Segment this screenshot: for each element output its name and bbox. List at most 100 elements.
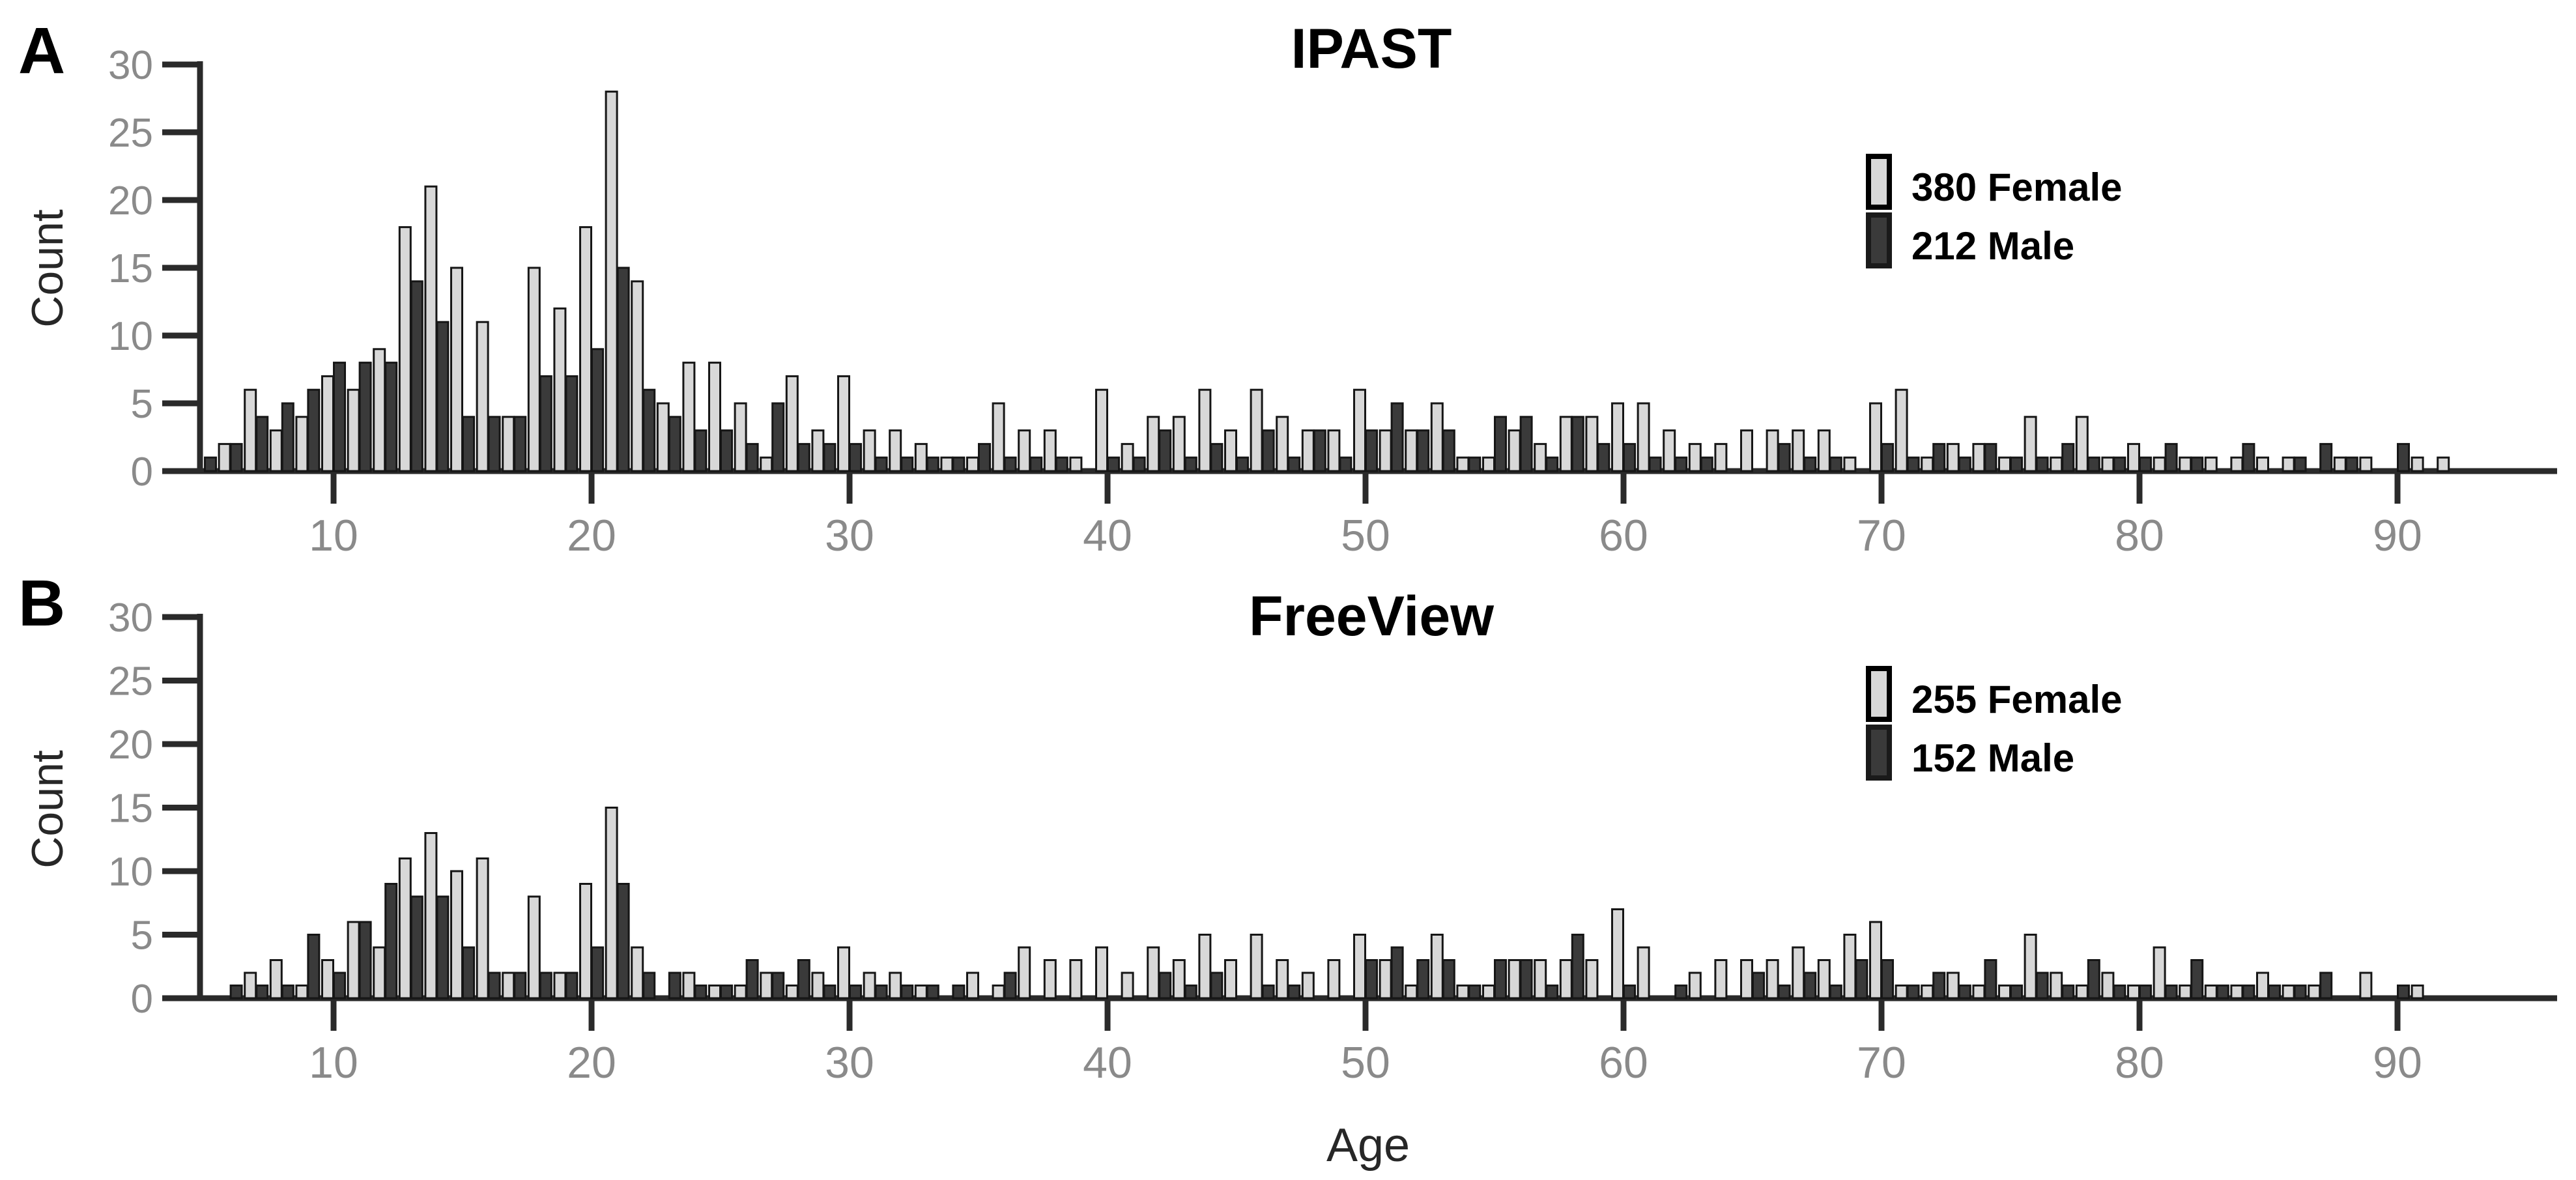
female-bar bbox=[2437, 456, 2450, 472]
male-bar bbox=[1519, 416, 1533, 472]
male-bar bbox=[1442, 429, 1455, 472]
x-tick-label: 30 bbox=[825, 511, 874, 560]
male-bar bbox=[2397, 985, 2410, 1000]
male-bar bbox=[2035, 456, 2049, 472]
male-bar bbox=[1623, 985, 1636, 1000]
male-bar bbox=[2061, 985, 2075, 1000]
female-bar bbox=[1792, 946, 1805, 1000]
female-bar bbox=[1405, 429, 1418, 472]
female-bar bbox=[1766, 429, 1779, 472]
y-tick-label: 5 bbox=[131, 914, 153, 958]
male-bar bbox=[1932, 971, 1946, 1000]
male-bar bbox=[1803, 971, 1817, 1000]
female-bar bbox=[1921, 456, 1934, 472]
female-bar bbox=[1817, 429, 1831, 472]
female-bar bbox=[2204, 456, 2218, 472]
female-bar bbox=[398, 857, 412, 1000]
female-bar bbox=[2333, 456, 2347, 472]
y-tick-label: 0 bbox=[131, 977, 153, 1022]
female-bar bbox=[2256, 971, 2269, 1000]
female-bar bbox=[1430, 934, 1444, 1000]
female-bar bbox=[373, 348, 386, 472]
female-bar bbox=[1869, 402, 1882, 472]
male-bar bbox=[926, 985, 939, 1000]
female-bar bbox=[476, 321, 489, 472]
male-bar bbox=[2139, 456, 2152, 472]
female-bar bbox=[914, 985, 928, 1000]
male-bar bbox=[642, 388, 656, 472]
female-bar bbox=[1069, 959, 1083, 1000]
y-tick-label: 10 bbox=[108, 850, 153, 895]
male-bar bbox=[255, 985, 269, 1000]
female-bar bbox=[811, 429, 825, 472]
male-bar bbox=[1906, 985, 1920, 1000]
male-bar bbox=[1494, 416, 1507, 472]
female-bar bbox=[708, 362, 721, 472]
female-bar bbox=[2024, 934, 2037, 1000]
female-bar bbox=[398, 226, 412, 472]
y-tick-label: 30 bbox=[108, 43, 153, 88]
male-bar bbox=[2113, 456, 2126, 472]
female-bar bbox=[734, 985, 747, 1000]
male-bar bbox=[874, 985, 888, 1000]
female-bar bbox=[1585, 959, 1599, 1000]
female-bar bbox=[1843, 934, 1857, 1000]
male-bar bbox=[1158, 971, 1172, 1000]
female-bar bbox=[1688, 971, 1702, 1000]
female-bar bbox=[1121, 971, 1134, 1000]
female-bar bbox=[1405, 985, 1418, 1000]
female-bar bbox=[1172, 416, 1186, 472]
female-bar bbox=[1456, 985, 1470, 1000]
female-bar bbox=[914, 442, 928, 472]
female-bar bbox=[837, 375, 850, 472]
female-bar bbox=[1998, 985, 2011, 1000]
female-bar bbox=[347, 921, 360, 1000]
female-bar bbox=[1224, 959, 1237, 1000]
male-bar bbox=[616, 883, 630, 1000]
female-bar bbox=[1198, 934, 1212, 1000]
x-tick-label: 40 bbox=[1083, 1038, 1132, 1087]
male-bar bbox=[1003, 971, 1017, 1000]
female-bar bbox=[1147, 946, 1160, 1000]
female-bar bbox=[889, 971, 902, 1000]
female-bar bbox=[1998, 456, 2011, 472]
male-bar bbox=[2087, 959, 2100, 1000]
panel-a-bars bbox=[204, 91, 2450, 472]
male-bar bbox=[1958, 985, 1971, 1000]
panel-b-title: FreeView bbox=[1249, 585, 1495, 648]
female-bar bbox=[1301, 429, 1315, 472]
female-bar bbox=[244, 388, 257, 472]
male-bar bbox=[1210, 442, 1224, 472]
female-bar bbox=[1637, 402, 1650, 472]
y-tick-label: 15 bbox=[108, 786, 153, 831]
male-bar bbox=[1468, 456, 1481, 472]
male-bar bbox=[281, 402, 294, 472]
female-bar bbox=[579, 883, 592, 1000]
male-bar bbox=[1416, 959, 1430, 1000]
panel-b-axes: 0 5 10 15 20 25 30 10 20 30 40 50 60 70 80 90 bbox=[108, 596, 2557, 1087]
male-bar bbox=[1210, 971, 1224, 1000]
male-bar bbox=[2293, 985, 2307, 1000]
x-tick-label: 80 bbox=[2115, 511, 2164, 560]
female-bar bbox=[863, 971, 876, 1000]
male-bar bbox=[900, 985, 914, 1000]
legend-male-swatch bbox=[1866, 725, 1892, 781]
x-tick-label: 10 bbox=[309, 511, 358, 560]
male-bar bbox=[591, 946, 604, 1000]
male-bar bbox=[358, 362, 372, 472]
female-bar bbox=[2256, 456, 2269, 472]
y-tick-label: 15 bbox=[108, 246, 153, 291]
male-bar bbox=[668, 416, 681, 472]
female-bar bbox=[2230, 456, 2244, 472]
female-bar bbox=[1482, 985, 1495, 1000]
male-bar bbox=[487, 416, 501, 472]
y-tick-label: 30 bbox=[108, 596, 153, 640]
male-bar bbox=[823, 442, 837, 472]
panel-a-axes: 0 5 10 15 20 25 30 10 20 30 40 50 60 70 80 90 bbox=[108, 43, 2557, 560]
legend-male-label: 212 Male bbox=[1911, 224, 2074, 268]
male-bar bbox=[2397, 442, 2410, 472]
male-bar bbox=[2035, 971, 2049, 1000]
male-bar bbox=[694, 985, 708, 1000]
x-tick-label: 70 bbox=[1857, 1038, 1906, 1087]
female-bar bbox=[424, 832, 438, 1000]
